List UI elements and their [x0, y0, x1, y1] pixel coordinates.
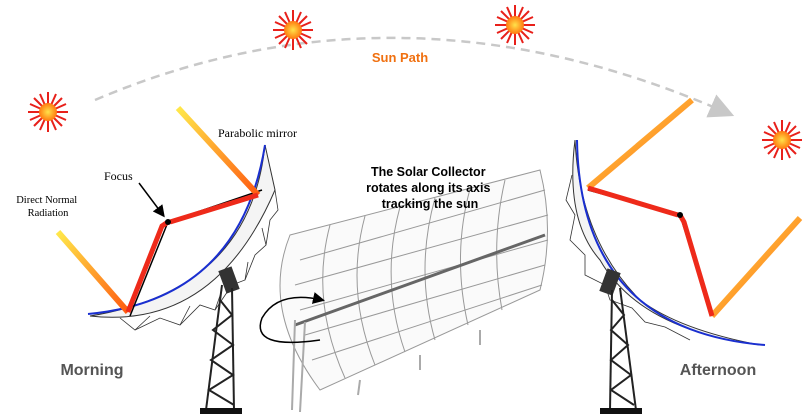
radiation-label: Direct Normal Radiation: [16, 195, 80, 219]
collector-caption: The Solar Collector rotates along its ax…: [366, 165, 494, 211]
radiation-line: Radiation: [28, 208, 70, 219]
caption-line: rotates along its axis: [366, 181, 490, 195]
sun: [28, 92, 68, 132]
diagram: Sun Path Parabolic mirror Focus Direct N…: [0, 0, 809, 419]
sun-path-label: Sun Path: [372, 50, 428, 65]
radiation-line: Direct Normal: [16, 195, 77, 206]
caption-line: The Solar Collector: [371, 165, 486, 179]
caption-line: tracking the sun: [382, 197, 479, 211]
sun: [495, 5, 535, 45]
afternoon-label: Afternoon: [680, 362, 756, 379]
focus-label: Focus: [104, 169, 133, 183]
sun-path-arc: [95, 38, 725, 112]
sun: [762, 120, 802, 160]
morning-label: Morning: [60, 362, 123, 379]
sun: [273, 10, 313, 50]
parabolic-mirror-label: Parabolic mirror: [218, 126, 297, 140]
